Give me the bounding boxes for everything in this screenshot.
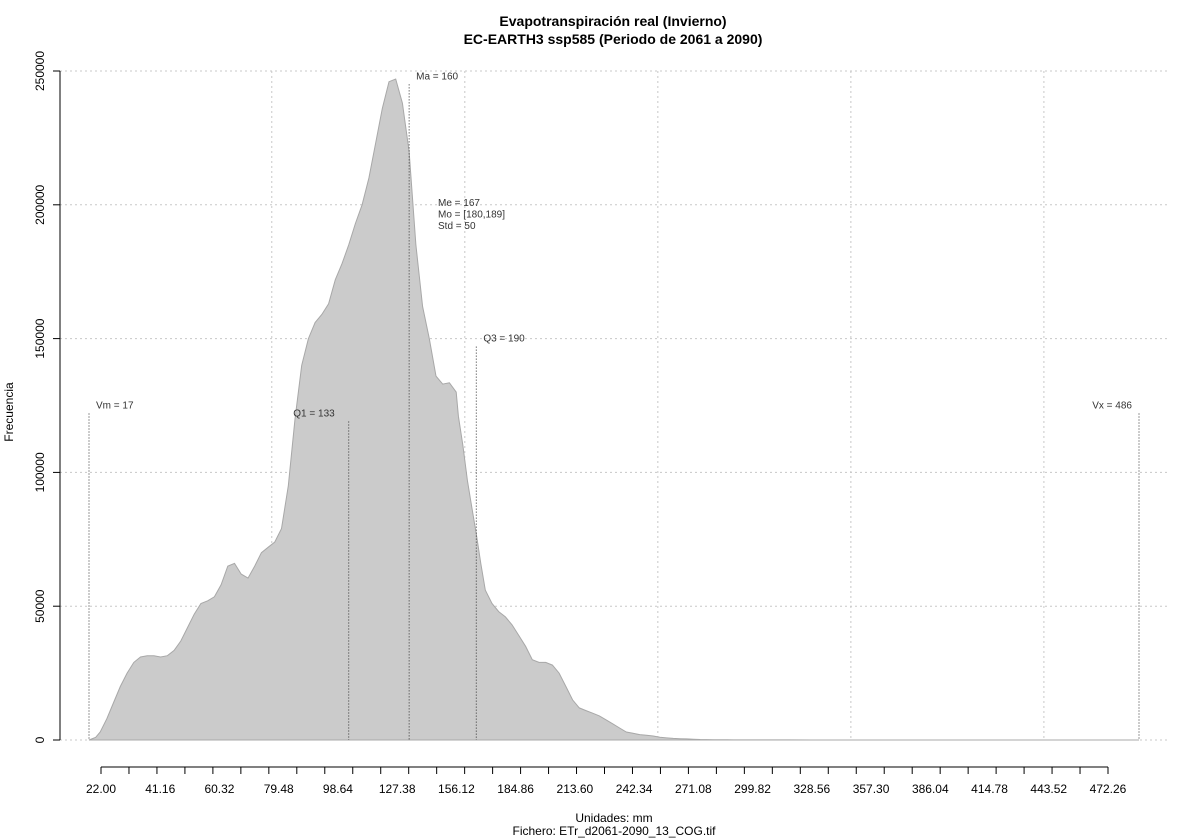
chart-subtitle: EC-EARTH3 ssp585 (Periodo de 2061 a 2090… xyxy=(464,31,763,47)
stats-line: Std = 50 xyxy=(438,221,476,232)
x-tick-label: 127.38 xyxy=(379,782,416,796)
x-tick-label: 98.64 xyxy=(323,782,353,796)
y-tick-label: 50000 xyxy=(33,589,47,623)
x-tick-label: 242.34 xyxy=(616,782,653,796)
x-tick-label: 60.32 xyxy=(204,782,234,796)
marker-layer: Vm = 17 Q1 = 133 Ma = 160 Q3 = 190 Vx = 486 xyxy=(88,71,1140,740)
x-tick-label: 299.82 xyxy=(734,782,771,796)
marker-label: Q3 = 190 xyxy=(483,334,525,345)
stats-line: Mo = [180,189] xyxy=(438,210,505,221)
marker-label: Vx = 486 xyxy=(1092,401,1132,412)
x-tick-label: 386.04 xyxy=(912,782,949,796)
marker-label: Vm = 17 xyxy=(96,401,134,412)
x-tick-label: 414.78 xyxy=(971,782,1008,796)
file-name-label: Fichero: ETr_d2061-2090_13_COG.tif xyxy=(513,824,717,838)
y-tick-label: 250000 xyxy=(33,51,47,91)
x-tick-label: 472.26 xyxy=(1090,782,1127,796)
axis-layer: 0 50000 100000 150000 200000 250000 22.00 41.16… xyxy=(33,51,1127,796)
x-tick-label: 443.52 xyxy=(1030,782,1067,796)
marker-label: Q1 = 133 xyxy=(293,409,335,420)
chart-title: Evapotranspiración real (Invierno) xyxy=(499,13,726,29)
x-axis-label: Unidades: mm xyxy=(575,811,652,825)
stats-line: Me = 167 xyxy=(438,198,480,209)
marker-label: Ma = 160 xyxy=(416,71,458,82)
x-tick-label: 328.56 xyxy=(793,782,830,796)
y-tick-label: 150000 xyxy=(33,318,47,358)
y-tick-label: 100000 xyxy=(33,452,47,492)
x-tick-label: 156.12 xyxy=(438,782,475,796)
x-tick-label: 184.86 xyxy=(497,782,534,796)
y-axis-label: Frecuencia xyxy=(2,382,16,442)
y-tick-label: 200000 xyxy=(33,184,47,224)
x-tick-label: 271.08 xyxy=(675,782,712,796)
x-tick-label: 357.30 xyxy=(853,782,890,796)
x-tick-label: 41.16 xyxy=(145,782,175,796)
y-tick-label: 0 xyxy=(33,736,47,743)
x-tick-label: 79.48 xyxy=(264,782,294,796)
density-area xyxy=(88,78,1139,741)
x-tick-label: 213.60 xyxy=(557,782,594,796)
x-tick-label: 22.00 xyxy=(86,782,116,796)
